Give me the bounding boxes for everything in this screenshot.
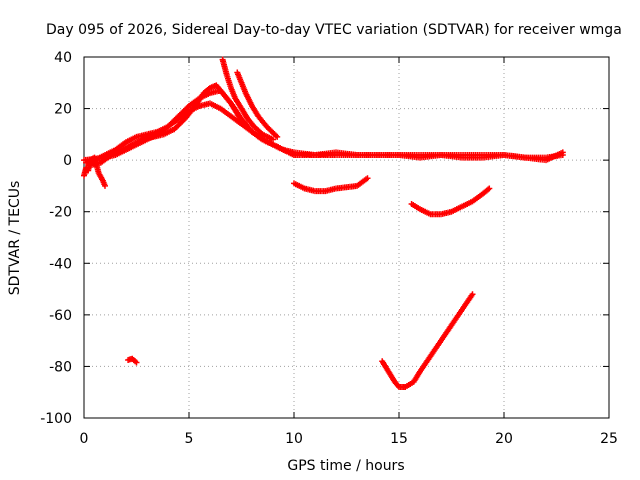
- x-tick-label: 20: [495, 431, 513, 447]
- chart-title: Day 095 of 2026, Sidereal Day-to-day VTE…: [46, 22, 622, 38]
- data-point: [270, 136, 276, 143]
- x-tick-labels: 0 5 10 15 20 25: [80, 431, 618, 447]
- y-axis-label: SDTVAR / TECUs: [7, 181, 23, 296]
- y-tick-label: -40: [49, 256, 72, 272]
- data-point: [486, 185, 493, 192]
- data-point: [559, 149, 566, 156]
- data-point: [469, 291, 476, 298]
- y-tick-label: 40: [54, 50, 72, 66]
- x-tick-label: 5: [185, 431, 194, 447]
- y-tick-label: 0: [63, 153, 72, 169]
- x-tick-label: 10: [285, 431, 303, 447]
- y-tick-labels: -100 -80 -60 -40 -20 0 20 40: [40, 50, 72, 427]
- data-point: [291, 151, 297, 158]
- tick-marks: [83, 56, 610, 419]
- plot-frame: [83, 56, 610, 419]
- data-points: [81, 56, 566, 391]
- x-tick-label: 0: [80, 431, 89, 447]
- data-point: [364, 175, 371, 182]
- y-tick-label: -80: [49, 359, 72, 375]
- data-point: [133, 359, 140, 366]
- y-tick-label: -60: [49, 308, 72, 324]
- data-point: [102, 182, 108, 189]
- data-point: [274, 133, 281, 140]
- y-tick-label: -100: [40, 411, 72, 427]
- x-tick-label: 25: [600, 431, 618, 447]
- x-axis-label: GPS time / hours: [287, 458, 404, 474]
- y-tick-label: 20: [54, 102, 72, 118]
- grid: [84, 57, 609, 418]
- y-tick-label: -20: [49, 205, 72, 221]
- x-tick-label: 15: [390, 431, 408, 447]
